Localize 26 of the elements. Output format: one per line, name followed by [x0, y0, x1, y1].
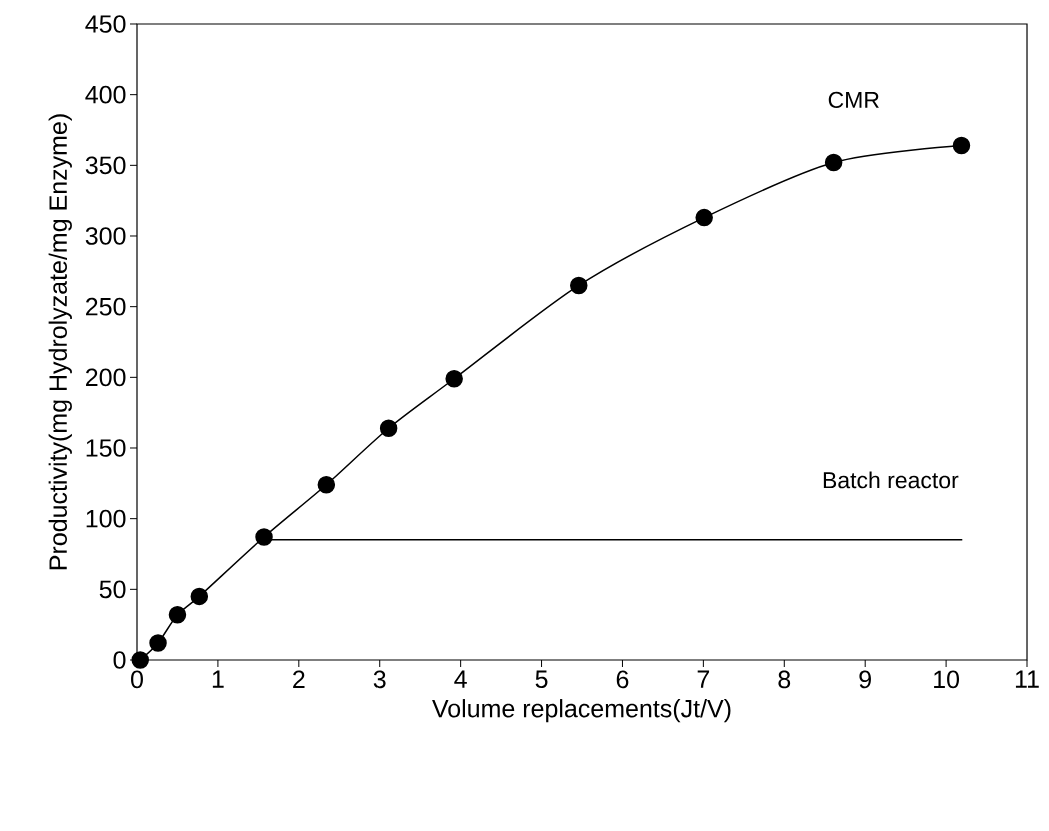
x-tick-label: 7: [697, 670, 710, 688]
y-tick-label: 50: [99, 580, 126, 599]
y-tick-label: 400: [85, 85, 126, 104]
y-tick-label: 300: [85, 227, 126, 245]
x-tick-label: 5: [535, 670, 548, 688]
x-tick-label: 3: [373, 670, 386, 689]
x-tick-label: 4: [454, 670, 467, 688]
x-tick-label: 8: [778, 670, 791, 689]
x-axis-title: Volume replacements(Jt/V): [432, 699, 731, 723]
x-tick-label: 2: [293, 670, 305, 688]
y-tick-label: 150: [86, 439, 126, 457]
x-tick-label: 1: [212, 670, 224, 688]
series-label: CMR: [828, 91, 879, 109]
x-tick-label: 0: [131, 670, 143, 689]
y-tick-label: 250: [86, 297, 126, 316]
y-tick-label: 100: [86, 509, 126, 528]
y-tick-label: 200: [86, 368, 126, 387]
text: Batch reactor: [823, 471, 959, 489]
x-tick-label: 6: [616, 670, 629, 689]
x-tick-label: 9: [859, 670, 871, 689]
y-axis-title: Productivity(mg Hydrolyzate/mg Enzyme): [48, 114, 72, 570]
y-tick-label: 450: [85, 15, 126, 33]
x-tick-label: 11: [1015, 670, 1039, 688]
x-tick-label: 10: [934, 670, 960, 689]
y-tick-label: 0: [113, 651, 126, 669]
y-tick-label: 350: [85, 156, 126, 175]
